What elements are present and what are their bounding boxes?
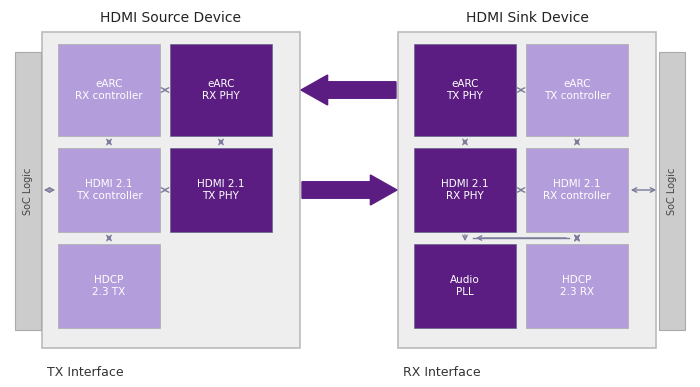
Bar — [414, 44, 516, 136]
Bar — [58, 44, 160, 136]
Bar — [526, 44, 628, 136]
Bar — [526, 148, 628, 232]
Text: eARC
RX PHY: eARC RX PHY — [202, 79, 240, 101]
Text: HDMI 2.1
TX PHY: HDMI 2.1 TX PHY — [197, 179, 245, 201]
Text: HDMI 2.1
RX PHY: HDMI 2.1 RX PHY — [441, 179, 489, 201]
Text: RX Interface: RX Interface — [403, 366, 481, 380]
Text: SoC Logic: SoC Logic — [667, 167, 677, 215]
Text: eARC
TX PHY: eARC TX PHY — [447, 79, 484, 101]
Text: eARC
RX controller: eARC RX controller — [75, 79, 143, 101]
Text: HDCP
2.3 TX: HDCP 2.3 TX — [92, 275, 125, 297]
Text: Audio
PLL: Audio PLL — [450, 275, 480, 297]
Bar — [414, 148, 516, 232]
Bar — [15, 52, 41, 330]
Bar — [414, 244, 516, 328]
Bar — [42, 32, 300, 348]
Text: HDMI 2.1
RX controller: HDMI 2.1 RX controller — [543, 179, 611, 201]
Bar — [526, 244, 628, 328]
Text: HDMI 2.1
TX controller: HDMI 2.1 TX controller — [76, 179, 142, 201]
Bar — [659, 52, 685, 330]
FancyArrow shape — [302, 175, 397, 205]
Bar — [58, 244, 160, 328]
Bar — [170, 148, 272, 232]
Text: HDMI Source Device: HDMI Source Device — [101, 11, 242, 25]
FancyArrow shape — [301, 75, 396, 105]
Bar — [170, 44, 272, 136]
Text: SoC Logic: SoC Logic — [23, 167, 33, 215]
Text: HDMI Sink Device: HDMI Sink Device — [466, 11, 589, 25]
Text: TX Interface: TX Interface — [47, 366, 124, 380]
Text: HDCP
2.3 RX: HDCP 2.3 RX — [560, 275, 594, 297]
Bar — [58, 148, 160, 232]
Bar — [398, 32, 656, 348]
Text: eARC
TX controller: eARC TX controller — [544, 79, 610, 101]
